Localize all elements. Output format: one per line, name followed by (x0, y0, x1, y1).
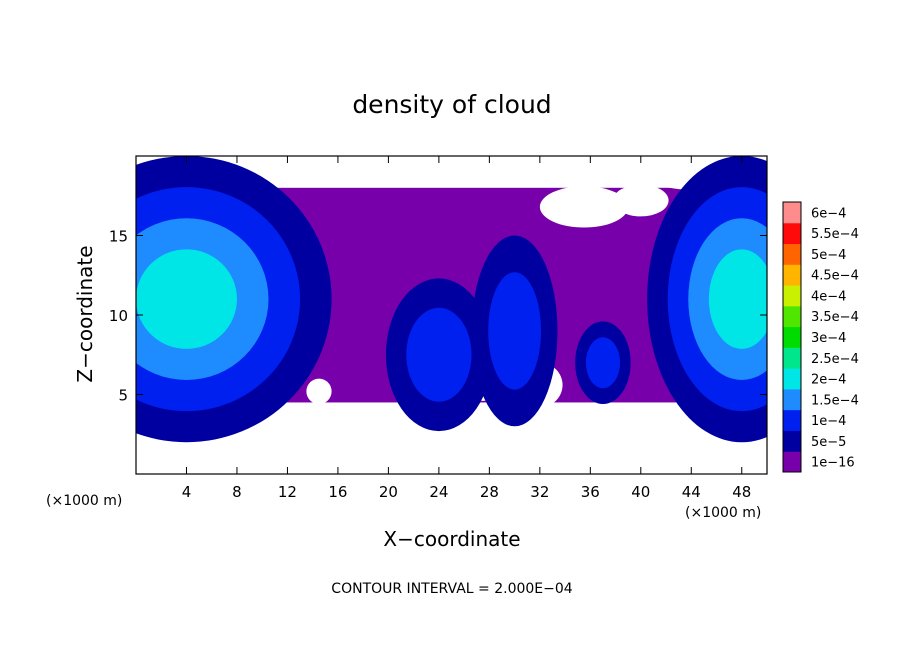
colorbar: 1e−16 5e−5 1e−4 1.5e−4 2e−4 2.5e−4 3e−4 3.5e−4 4… (782, 201, 859, 473)
colorbar-label: 3e−4 (811, 331, 846, 346)
colorbar-label: 5e−5 (811, 435, 846, 450)
colorbar-swatch (783, 326, 801, 348)
density-core (585, 337, 621, 389)
x-tick-label: 44 (682, 483, 701, 501)
colorbar-swatch (783, 430, 801, 452)
colorbar-label: 6e−4 (811, 206, 846, 221)
colorbar-label: 4.5e−4 (811, 269, 859, 284)
x-tick-label: 4 (182, 483, 192, 501)
x-tick-label: 24 (429, 483, 448, 501)
colorbar-swatch (783, 368, 801, 390)
colorbar-label: 5e−4 (811, 248, 846, 263)
x-axis-ticks: 4 8 12 16 20 24 28 32 36 40 44 48 (182, 156, 751, 501)
colorbar-swatch (783, 409, 801, 431)
x-axis-title: X−coordinate (383, 527, 520, 551)
chart-title: density of cloud (352, 90, 551, 119)
colorbar-swatch (783, 305, 801, 328)
colorbar-swatch (783, 243, 801, 265)
x-tick-label: 32 (530, 483, 549, 501)
x-tick-label: 36 (581, 483, 600, 501)
colorbar-swatch (783, 202, 801, 224)
density-core (488, 272, 542, 390)
colorbar-label: 4e−4 (811, 289, 846, 304)
colorbar-swatch (783, 285, 801, 307)
x-tick-label: 8 (232, 483, 242, 501)
x-tick-label: 16 (328, 483, 347, 501)
y-tick-label: 15 (109, 228, 128, 246)
colorbar-swatch (783, 222, 801, 245)
colorbar-label: 5.5e−4 (811, 227, 859, 242)
density-core (406, 307, 472, 402)
colorbar-label: 3.5e−4 (811, 310, 859, 325)
clear-air-gap (539, 186, 629, 228)
contour-interval-note: CONTOUR INTERVAL = 2.000E−04 (331, 581, 572, 597)
colorbar-label: 1.5e−4 (811, 393, 859, 408)
y-axis-ticks: 5 10 15 (109, 228, 767, 405)
x-tick-label: 12 (278, 483, 297, 501)
colorbar-swatch (783, 388, 801, 411)
density-core (708, 249, 767, 349)
clear-air-gap (613, 184, 669, 217)
density-core (136, 249, 237, 349)
colorbar-label: 2e−4 (811, 373, 846, 388)
x-tick-label: 20 (379, 483, 398, 501)
colorbar-frame (782, 201, 802, 473)
colorbar-label: 1e−16 (811, 456, 855, 471)
y-axis-title: Z−coordinate (73, 245, 97, 382)
x-tick-label: 48 (732, 483, 751, 501)
density-field (136, 156, 767, 443)
x-unit-label: (×1000 m) (685, 505, 761, 521)
x-tick-label: 28 (480, 483, 499, 501)
colorbar-swatch (783, 451, 801, 473)
clear-air-gap (306, 378, 332, 405)
colorbar-label: 2.5e−4 (811, 352, 859, 367)
z-unit-label: (×1000 m) (46, 493, 122, 509)
y-tick-label: 10 (109, 307, 128, 325)
colorbar-swatch (783, 347, 801, 369)
colorbar-swatch (783, 264, 801, 286)
x-tick-label: 40 (631, 483, 650, 501)
colorbar-label: 1e−4 (811, 414, 846, 429)
y-tick-label: 5 (118, 387, 128, 405)
